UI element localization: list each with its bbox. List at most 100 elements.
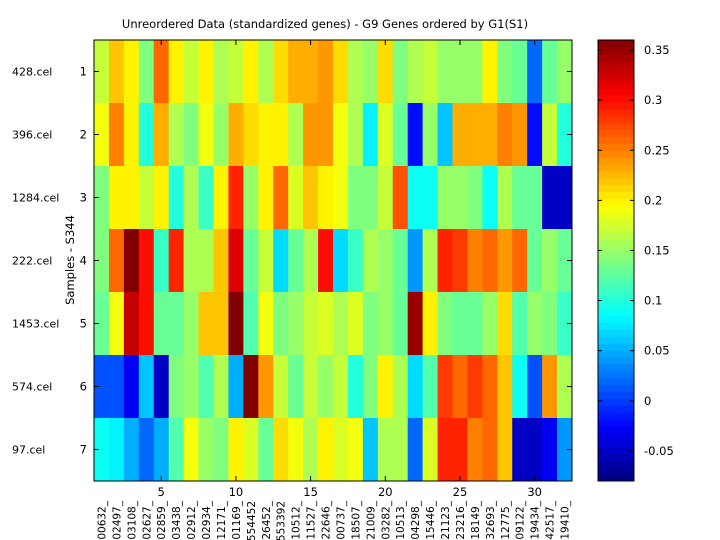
heatmap-cell [527, 229, 543, 293]
heatmap-cell [198, 355, 214, 419]
heatmap-cell [213, 355, 229, 419]
heatmap-cell [452, 103, 468, 167]
heatmap-cell [243, 292, 259, 356]
heatmap-cell [407, 418, 424, 482]
row-label: 1284.cel [12, 192, 59, 205]
colorbar-band [598, 122, 634, 131]
column-label: 212171_ [216, 500, 228, 540]
colorbar-band [598, 108, 634, 117]
colorbar-band [598, 150, 634, 158]
heatmap-cell [153, 40, 170, 104]
colorbar-band [598, 391, 634, 399]
heatmap-cell [198, 418, 214, 482]
heatmap-cell [407, 292, 424, 356]
heatmap-cell [512, 292, 528, 356]
colorbar-band [598, 219, 634, 227]
heatmap-cell [303, 40, 319, 104]
heatmap-cell [422, 40, 438, 104]
heatmap-cell [138, 103, 155, 167]
heatmap-cell [557, 355, 573, 419]
heatmap-cell [168, 40, 185, 104]
heatmap-cell [273, 229, 289, 293]
heatmap-cell [123, 292, 140, 356]
colorbar-frame [597, 39, 635, 482]
heatmap-cell [123, 40, 140, 104]
column-label: 202934_ [201, 500, 213, 540]
column-label: 221009_ [365, 500, 377, 540]
row-number: 7 [80, 443, 87, 457]
heatmap-cell [542, 292, 558, 356]
heatmap-cell [318, 355, 334, 419]
colorbar-band [598, 53, 634, 62]
row-labels: 428.cel 396.cel 1284.cel 222.cel 1453.cel 574… [12, 66, 59, 457]
heatmap-cells [94, 40, 573, 482]
colorbar-tick-label: 0.25 [644, 143, 670, 157]
colorbar-band [598, 398, 634, 406]
heatmap-cell [362, 103, 379, 167]
heatmap-cell [303, 292, 319, 356]
column-label: 200632_ [96, 500, 108, 540]
heatmap-cell [153, 418, 170, 482]
heatmap-cell [318, 166, 334, 230]
row-number: 4 [80, 254, 87, 268]
colorbar-band [598, 453, 634, 461]
colorbar-band [598, 294, 634, 303]
column-label: 223216_ [455, 500, 467, 540]
heatmap-cell [527, 292, 543, 356]
heatmap-cell [333, 103, 349, 167]
heatmap-cell [377, 418, 394, 482]
heatmap-cell [258, 418, 274, 482]
heatmap-cell [497, 166, 513, 230]
heatmap-cell [527, 40, 543, 104]
colorbar-band [598, 95, 634, 103]
colorbar-band [598, 377, 634, 386]
heatmap-cell [377, 229, 394, 293]
heatmap-cell [318, 229, 334, 293]
colorbar-ticks: -0.05 0 0.05 0.1 0.15 0.2 0.25 0.3 0.35 [598, 43, 674, 458]
heatmap-cell [228, 166, 244, 230]
heatmap-cell [407, 103, 424, 167]
heatmap-cell [333, 166, 349, 230]
heatmap-cell [213, 103, 229, 167]
heatmap-cell [482, 40, 498, 104]
heatmap-cell [347, 103, 364, 167]
heatmap-cell [288, 292, 304, 356]
colorbar-tick-label: 0.1 [644, 294, 662, 308]
heatmap-cell [138, 418, 155, 482]
row-number: 1 [80, 65, 87, 79]
colorbar-tick-label: 0.05 [644, 344, 670, 358]
x-tick-label: 25 [453, 485, 468, 499]
column-label: 202859_ [156, 500, 168, 540]
heatmap-cell [557, 229, 573, 293]
colorbar-band [598, 157, 634, 165]
heatmap-cell [258, 229, 274, 293]
heatmap-cell [94, 229, 110, 293]
heatmap-cell [347, 166, 364, 230]
heatmap-cell [512, 229, 528, 293]
heatmap-cell [437, 40, 453, 104]
x-axis-ticks: 5 10 15 20 25 30 [94, 40, 572, 499]
heatmap-cell [108, 292, 125, 356]
colorbar-band [598, 102, 634, 110]
heatmap-cell [333, 355, 349, 419]
column-label: 210512_ [291, 500, 303, 540]
heatmap-cell [94, 103, 110, 167]
heatmap-cell [467, 292, 483, 356]
heatmap-cell [482, 418, 498, 482]
colorbar-band [598, 384, 634, 392]
heatmap-cell [123, 166, 140, 230]
colorbar-band [598, 405, 634, 413]
heatmap-cell [228, 355, 244, 419]
heatmap-cell [497, 355, 513, 419]
heatmap-cell [347, 229, 364, 293]
colorbar-band [598, 60, 634, 69]
colorbar-band [598, 350, 634, 358]
colorbar-band [598, 191, 634, 199]
colorbar-band [598, 329, 634, 337]
heatmap-cell [377, 292, 394, 356]
heatmap-cell [333, 229, 349, 293]
heatmap-cell [437, 418, 453, 482]
heatmap-cell [452, 40, 468, 104]
heatmap-cell [108, 418, 125, 482]
